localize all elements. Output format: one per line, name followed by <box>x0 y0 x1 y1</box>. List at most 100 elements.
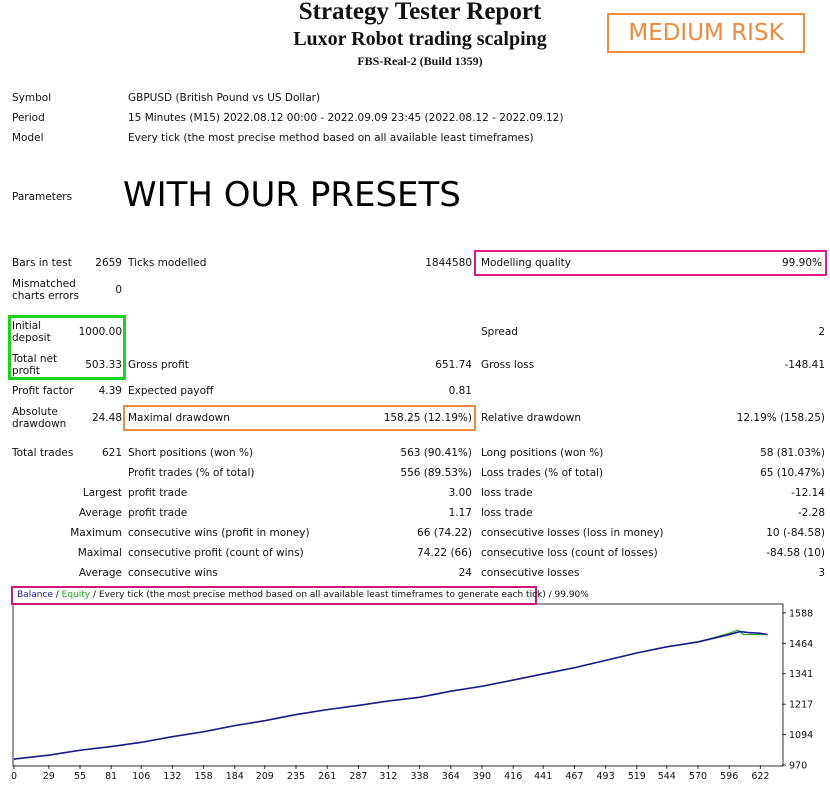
relative-drawdown-value: 12.19% (158.25) <box>736 412 825 424</box>
x-tick-label: 364 <box>442 771 460 782</box>
balance-equity-chart: 0 29 55 81 106 132 158 184 209 235 261 287 312 338 364… <box>11 603 813 782</box>
max-consec-losses-value: 10 (-84.58) <box>766 527 825 539</box>
y-tick-label: 1341 <box>789 669 813 680</box>
symbol-value: GBPUSD (British Pound vs US Dollar) <box>128 92 321 104</box>
bars-value: 2659 <box>95 257 122 269</box>
risk-badge: MEDIUM RISK <box>607 13 805 53</box>
x-tick-label: 209 <box>256 771 274 782</box>
maximal-consec-loss-label: consecutive loss (count of losses) <box>481 547 658 559</box>
x-tick-label: 519 <box>628 771 646 782</box>
spread-label: Spread <box>481 326 518 338</box>
maximal-consec-loss-value: -84.58 (10) <box>766 547 825 559</box>
avg-profit-label: profit trade <box>128 507 188 519</box>
x-tick-label: 106 <box>132 771 150 782</box>
largest-profit-label: profit trade <box>128 487 188 499</box>
x-tick-label: 81 <box>105 771 117 782</box>
x-tick-label: 467 <box>565 771 583 782</box>
avg-consec-wins-label: consecutive wins <box>128 567 218 579</box>
parameters-label: Parameters <box>12 191 73 203</box>
largest-label: Largest <box>82 487 122 499</box>
model-value: Every tick (the most precise method base… <box>128 132 534 144</box>
max-consec-wins-value: 66 (74.22) <box>417 527 472 539</box>
average-consec-label: Average <box>78 567 122 579</box>
absolute-drawdown-value: 24.48 <box>91 412 122 424</box>
largest-loss-label: loss trade <box>481 487 533 499</box>
gross-loss-value: -148.41 <box>784 359 825 371</box>
quality-value: 99.90% <box>781 257 822 269</box>
largest-loss-value: -12.14 <box>791 487 825 499</box>
x-tick-label: 261 <box>318 771 336 782</box>
x-tick-label: 596 <box>720 771 738 782</box>
parameters-value: WITH OUR PRESETS <box>123 175 461 215</box>
profit-trades-value: 556 (89.53%) <box>400 467 472 479</box>
x-tick-label: 184 <box>226 771 244 782</box>
mismatch-label: Mismatched charts errors <box>12 278 79 302</box>
legend-model: / Every tick (the most precise method ba… <box>90 590 546 600</box>
mismatch-value: 0 <box>115 284 122 296</box>
loss-trades-value: 65 (10.47%) <box>760 467 825 479</box>
y-tick-label: 1588 <box>789 608 813 619</box>
x-tick-label: 158 <box>195 771 213 782</box>
legend-balance: Balance <box>17 590 53 600</box>
average-label: Average <box>78 507 122 519</box>
maximal-consec-profit-label: consecutive profit (count of wins) <box>128 547 304 559</box>
modelling-quality-highlight <box>474 250 827 276</box>
gross-profit-label: Gross profit <box>128 359 189 371</box>
server-build: FBS-Real-2 (Build 1359) <box>357 54 483 68</box>
x-tick-label: 544 <box>658 771 676 782</box>
x-tick-label: 132 <box>163 771 181 782</box>
period-value: 15 Minutes (M15) 2022.08.12 00:00 - 2022… <box>128 112 564 124</box>
y-tick-label: 970 <box>789 761 807 772</box>
chart-plot-area <box>12 603 784 767</box>
y-tick-label: 1464 <box>789 639 813 650</box>
avg-consec-wins-value: 24 <box>458 567 472 579</box>
max-drawdown-highlight <box>123 405 476 431</box>
total-trades-label: Total trades <box>12 447 74 459</box>
maximal-drawdown-label: Maximal drawdown <box>128 412 230 424</box>
maximal-drawdown-value: 158.25 (12.19%) <box>383 412 472 424</box>
symbol-label: Symbol <box>12 92 52 104</box>
total-trades-value: 621 <box>101 447 122 459</box>
avg-profit-value: 1.17 <box>448 507 472 519</box>
largest-profit-value: 3.00 <box>448 487 472 499</box>
max-consec-losses-label: consecutive losses (loss in money) <box>481 527 664 539</box>
legend-equity: Equity <box>61 590 91 600</box>
loss-trades-label: Loss trades (% of total) <box>481 467 604 479</box>
expected-payoff-value: 0.81 <box>448 385 472 397</box>
relative-drawdown-label: Relative drawdown <box>481 412 582 424</box>
max-consec-wins-label: consecutive wins (profit in money) <box>128 527 310 539</box>
net-profit-value: 503.33 <box>85 359 122 371</box>
x-tick-label: 235 <box>287 771 305 782</box>
avg-consec-losses-label: consecutive losses <box>481 567 580 579</box>
x-tick-label: 0 <box>11 771 17 782</box>
profit-factor-value: 4.39 <box>98 385 122 397</box>
x-tick-label: 29 <box>43 771 55 782</box>
model-label: Model <box>12 132 44 144</box>
bars-label: Bars in test <box>12 257 72 269</box>
deposit-profit-highlight <box>8 315 126 380</box>
avg-consec-losses-value: 3 <box>818 567 825 579</box>
gross-profit-value: 651.74 <box>435 359 472 371</box>
avg-loss-value: -2.28 <box>797 507 825 519</box>
x-tick-label: 312 <box>379 771 397 782</box>
x-tick-label: 55 <box>74 771 86 782</box>
x-tick-label: 493 <box>597 771 615 782</box>
balance-line <box>13 630 768 760</box>
x-tick-label: 390 <box>473 771 491 782</box>
period-label: Period <box>12 112 45 124</box>
x-tick-label: 338 <box>411 771 429 782</box>
profit-trades-label: Profit trades (% of total) <box>128 467 255 479</box>
deposit-label: Initial deposit <box>12 320 51 344</box>
report-subtitle: Luxor Robot trading scalping <box>293 28 547 50</box>
report-title: Strategy Tester Report <box>298 0 542 25</box>
deposit-value: 1000.00 <box>78 326 122 338</box>
profit-factor-label: Profit factor <box>12 385 74 397</box>
maximum-label: Maximum <box>70 527 122 539</box>
legend-sep: / <box>52 590 62 600</box>
gross-loss-label: Gross loss <box>481 359 535 371</box>
x-tick-label: 416 <box>504 771 522 782</box>
y-tick-label: 1217 <box>789 700 813 711</box>
x-tick-label: 622 <box>751 771 769 782</box>
short-positions-value: 563 (90.41%) <box>400 447 472 459</box>
expected-payoff-label: Expected payoff <box>128 385 214 397</box>
